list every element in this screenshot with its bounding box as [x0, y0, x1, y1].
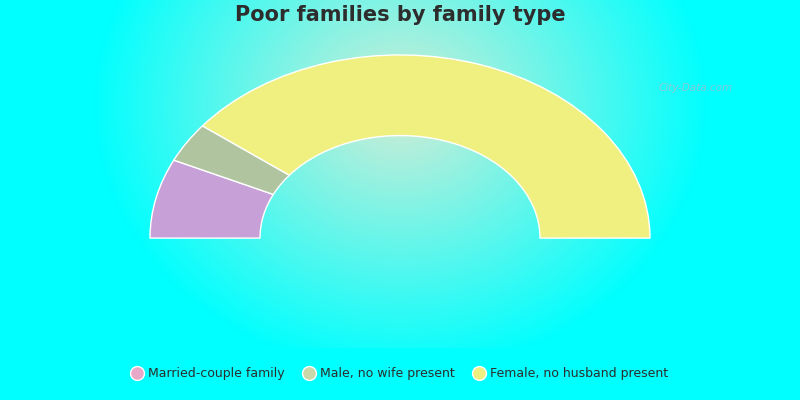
Wedge shape	[202, 55, 650, 238]
Legend: Married-couple family, Male, no wife present, Female, no husband present: Married-couple family, Male, no wife pre…	[127, 362, 673, 386]
Wedge shape	[174, 126, 290, 194]
Wedge shape	[150, 160, 274, 238]
Text: City-Data.com: City-Data.com	[659, 83, 733, 93]
Text: Poor families by family type: Poor families by family type	[234, 6, 566, 26]
